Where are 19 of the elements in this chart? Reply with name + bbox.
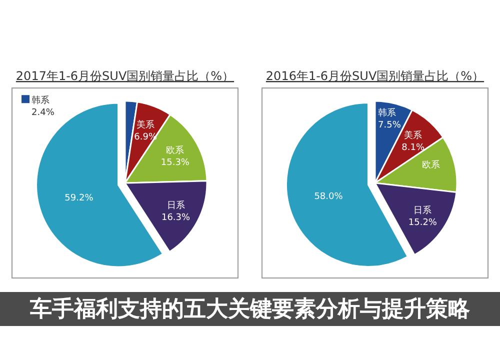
data-label: 16.3% [161, 212, 191, 223]
data-label: 59.2% [64, 194, 94, 204]
slice-label: 韩系 [378, 107, 396, 118]
slice-label: 欧系 [422, 159, 440, 170]
data-label: 15.2% [408, 218, 438, 228]
slice-label: 欧系 [166, 145, 184, 156]
legend-label: 韩系 [32, 95, 50, 106]
slice-label: 美系 [136, 119, 155, 130]
slice-label: 日系 [166, 200, 185, 211]
data-label: 2.4% [32, 108, 55, 118]
data-label: 15.3% [160, 158, 190, 168]
data-label: 7.5% [378, 120, 402, 130]
data-label: 8.1% [402, 143, 425, 154]
chart-title: 2016年1-6月份SUV国别销量占比（%） [266, 69, 484, 83]
slice-label: 美系 [404, 130, 422, 142]
slice-label: 日系 [414, 204, 432, 216]
data-label: 58.0% [314, 192, 344, 202]
text: 车手福利支持的五大关键要素分析与提升策略 [29, 296, 471, 322]
chart-title: 2017年1-6月份SUV国别销量占比（%） [16, 69, 234, 83]
